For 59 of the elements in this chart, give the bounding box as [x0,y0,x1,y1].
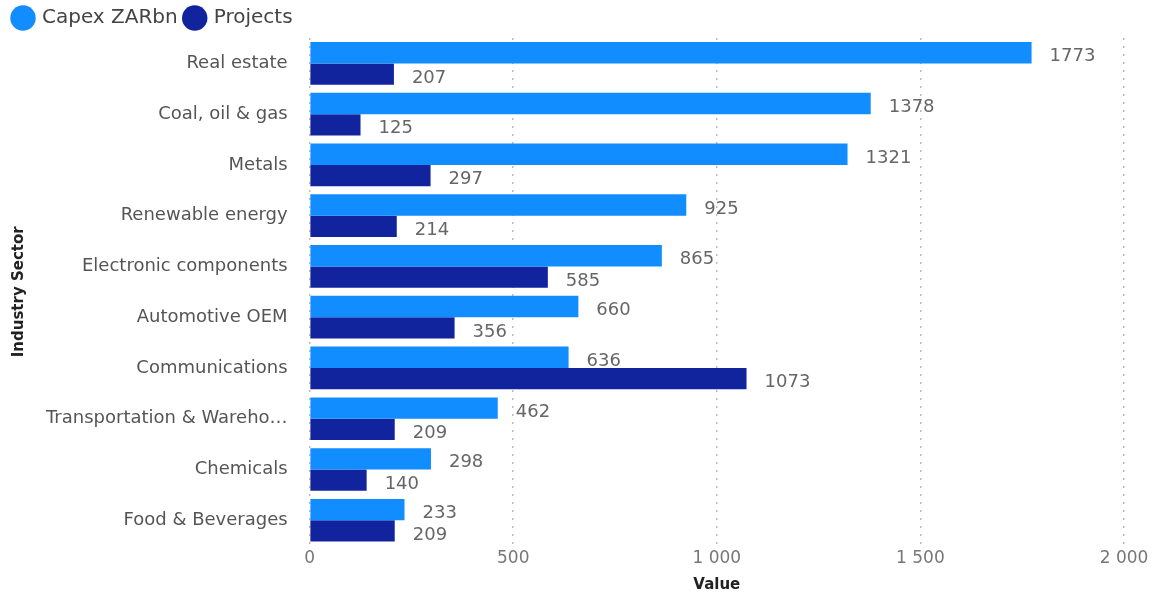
legend-label: Capex ZARbn [42,4,178,29]
data-label: 233 [422,501,457,523]
data-label: 125 [378,116,413,138]
y-tick-label: Chemicals [194,457,288,479]
y-tick-label: Electronic components [81,254,288,276]
bar [310,245,662,267]
bar [310,346,569,368]
y-axis-title: Industry Sector [8,225,27,358]
data-label: 1073 [764,370,811,392]
x-tick-label: 500 [497,547,530,568]
bar [310,448,431,470]
bar [310,367,747,390]
data-label: 1378 [888,95,935,117]
data-label: 1773 [1049,44,1096,66]
bar [310,317,455,339]
bar [310,63,394,85]
bar [310,418,395,441]
x-tick-label: 0 [304,547,316,568]
x-tick-label: 2 000 [1099,547,1149,568]
y-tick-label: Food & Beverages [123,507,288,529]
bar [310,469,367,491]
bar [310,42,1032,64]
bar [310,143,848,165]
bar [310,295,579,318]
data-label: 660 [596,298,631,320]
y-tick-label: Automotive OEM [136,304,288,326]
bar [310,520,395,542]
bar [310,215,397,237]
data-label: 297 [448,167,483,189]
x-tick-label: 1 500 [896,547,945,568]
data-label: 214 [414,217,450,239]
y-tick-label: Real estate [186,51,288,73]
data-label: 140 [384,471,419,493]
y-tick-label: Communications [136,355,288,377]
data-label: 865 [679,247,715,269]
x-tick-label: 1 000 [692,547,742,568]
y-tick-label: Metals [228,152,288,174]
data-label: 462 [515,399,551,421]
data-label: 356 [472,319,507,341]
y-tick-label: Transportation & Wareho… [44,406,288,428]
legend-label: Projects [213,4,293,29]
bar [310,164,431,187]
bar [310,114,361,136]
bar [310,397,498,419]
data-label: 209 [412,522,448,544]
data-label: 925 [704,196,739,218]
x-axis-title: Value [693,574,741,593]
bar [310,92,871,115]
bar [310,498,405,521]
y-tick-label: Renewable energy [120,203,288,225]
data-label: 298 [448,450,484,472]
y-tick-label: Coal, oil & gas [158,101,288,123]
data-label: 207 [411,65,447,87]
data-label: 209 [412,421,448,443]
data-label: 1321 [865,145,912,167]
bar [310,194,687,216]
data-label: 636 [586,348,621,370]
data-label: 585 [565,268,601,290]
bar [310,266,548,288]
